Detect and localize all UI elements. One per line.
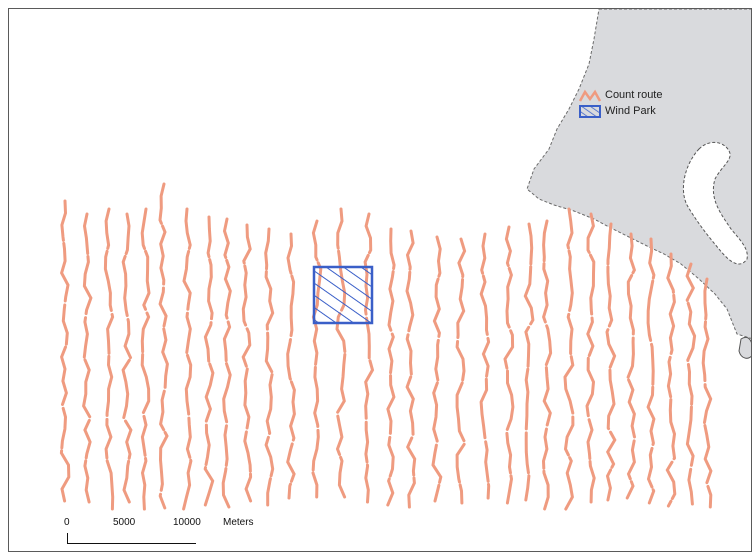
count-route-line (585, 212, 596, 504)
legend-label-wind-park: Wind Park (605, 105, 656, 117)
count-route-line (503, 225, 515, 505)
count-route-line (311, 219, 323, 499)
count-routes (59, 182, 713, 511)
count-route-line (363, 212, 375, 504)
legend-item-count-route: Count route (579, 87, 662, 103)
map-canvas (59, 9, 751, 511)
wind-park (312, 265, 374, 325)
count-route-line (665, 252, 677, 508)
count-route-line (335, 207, 347, 499)
count-route-line (221, 217, 232, 509)
count-route-line (431, 235, 443, 503)
scale-bar-line (67, 533, 196, 544)
legend: Count route Wind Park (579, 87, 662, 119)
scale-label-unit: Meters (223, 517, 254, 528)
map-frame: Count route Wind Park 0 5000 10000 Meter… (8, 8, 752, 552)
lagoon (682, 142, 748, 265)
count-route-line (386, 227, 396, 507)
count-route-line (701, 277, 713, 509)
land-area (526, 9, 751, 339)
count-route-line (646, 237, 656, 505)
scale-bar: 0 5000 10000 Meters (61, 517, 291, 544)
count-route-line (625, 232, 637, 500)
scale-label-5000: 5000 (113, 517, 136, 528)
count-route-line (479, 232, 491, 500)
count-route-line (241, 223, 253, 503)
count-route-line (140, 207, 151, 511)
count-route-line (59, 199, 71, 503)
count-route-line (541, 219, 553, 511)
count-route-swatch-icon (579, 89, 601, 102)
count-route-line (264, 227, 275, 507)
count-route-line (405, 229, 417, 509)
count-route-line (455, 237, 467, 505)
island (738, 336, 751, 359)
count-route-line (82, 212, 93, 504)
count-route-line (286, 232, 296, 500)
scale-label-0: 0 (64, 517, 70, 528)
legend-item-wind-park: Wind Park (579, 103, 662, 119)
count-route-line (182, 207, 193, 511)
scale-label-10000: 10000 (173, 517, 201, 528)
wind-park-swatch-icon (579, 104, 601, 118)
count-route-line (605, 222, 617, 502)
count-route-line (121, 212, 133, 504)
count-route-line (685, 262, 697, 506)
count-route-line (203, 215, 215, 507)
count-route-line (563, 207, 575, 511)
legend-label-count-route: Count route (605, 89, 663, 101)
count-route-line (103, 207, 115, 511)
count-route-line (158, 182, 169, 510)
count-route-line (523, 222, 535, 502)
